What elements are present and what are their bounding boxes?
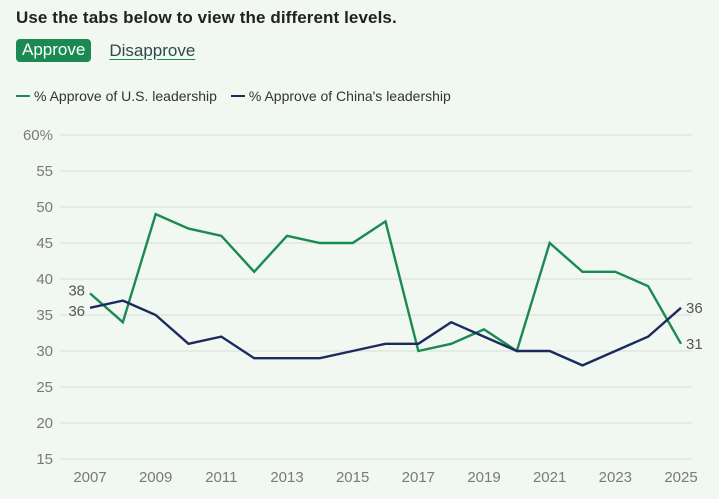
- x-tick-label: 2009: [139, 469, 172, 486]
- y-tick-label: 45: [36, 235, 53, 252]
- x-tick-label: 2011: [205, 469, 237, 486]
- legend-swatch-us: [16, 95, 30, 97]
- y-tick-label: 30: [36, 343, 53, 360]
- y-tick-label: 35: [36, 307, 53, 324]
- y-tick-label: 40: [36, 271, 53, 288]
- legend-swatch-china: [230, 95, 245, 97]
- level-tabs: Approve Disapprove: [16, 39, 195, 62]
- tab-disapprove[interactable]: Disapprove: [109, 40, 196, 60]
- legend-item-us: % Approve of U.S. leadership: [16, 88, 217, 104]
- x-tick-label: 2021: [533, 469, 566, 486]
- series-line-us: [89, 212, 683, 353]
- x-axis-ticks: 2007 2009 2011 2013 2015 2017 2019 2021 2023 2025: [73, 469, 697, 486]
- x-tick-label: 2015: [336, 469, 369, 486]
- tab-approve[interactable]: Approve: [16, 39, 92, 62]
- x-tick-label: 2007: [73, 469, 106, 486]
- annotation-layer: 38 36 36 31: [68, 282, 702, 352]
- y-tick-label: 50: [36, 199, 53, 216]
- legend-label-china: % Approve of China's leadership: [248, 88, 451, 104]
- grid-layer: [60, 134, 692, 460]
- y-tick-label: 20: [36, 415, 53, 432]
- y-tick-label: 25: [36, 379, 53, 396]
- x-tick-label: 2025: [664, 469, 697, 486]
- start-label-us: 38: [68, 282, 85, 299]
- x-tick-label: 2019: [467, 469, 500, 486]
- y-tick-label: 55: [36, 163, 53, 180]
- end-label-us: 31: [686, 336, 703, 353]
- instruction-text: Use the tabs below to view the different…: [16, 8, 397, 27]
- chart-legend: % Approve of U.S. leadership % Approve o…: [16, 88, 465, 104]
- y-tick-label: 60%: [23, 127, 53, 144]
- series-line-china: [89, 299, 682, 367]
- x-tick-label: 2017: [402, 469, 435, 486]
- start-label-china: 36: [68, 303, 85, 320]
- y-tick-label: 15: [36, 451, 53, 468]
- legend-item-china: % Approve of China's leadership: [230, 88, 451, 104]
- end-label-china: 36: [686, 300, 703, 317]
- x-tick-label: 2013: [270, 469, 303, 486]
- y-axis-ticks: 15 20 25 30 35 40 45 50 55 60%: [23, 127, 53, 468]
- series-layer: [89, 212, 683, 367]
- legend-label-us: % Approve of U.S. leadership: [34, 88, 217, 104]
- x-tick-label: 2023: [599, 469, 632, 486]
